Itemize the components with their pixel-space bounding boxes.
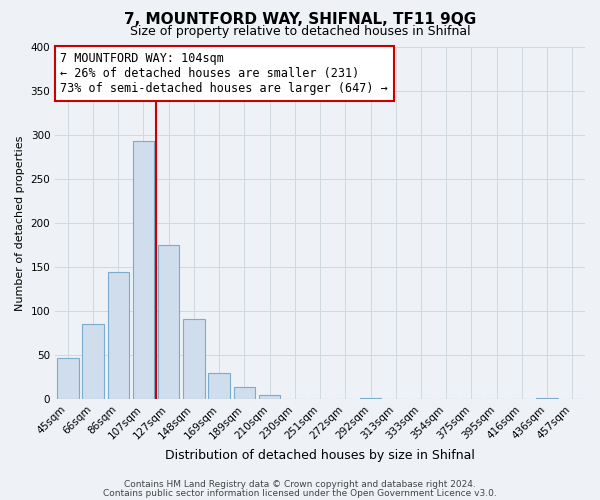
Bar [107,272,129,400]
Bar [57,358,79,400]
Text: Size of property relative to detached houses in Shifnal: Size of property relative to detached ho… [130,25,470,38]
Bar [208,373,230,400]
Text: Contains HM Land Registry data © Crown copyright and database right 2024.: Contains HM Land Registry data © Crown c… [124,480,476,489]
Text: Contains public sector information licensed under the Open Government Licence v3: Contains public sector information licen… [103,488,497,498]
Bar [183,319,205,400]
Bar [82,324,104,400]
Y-axis label: Number of detached properties: Number of detached properties [15,136,25,310]
Bar [133,141,154,400]
X-axis label: Distribution of detached houses by size in Shifnal: Distribution of detached houses by size … [165,450,475,462]
Text: 7, MOUNTFORD WAY, SHIFNAL, TF11 9QG: 7, MOUNTFORD WAY, SHIFNAL, TF11 9QG [124,12,476,28]
Text: 7 MOUNTFORD WAY: 104sqm
← 26% of detached houses are smaller (231)
73% of semi-d: 7 MOUNTFORD WAY: 104sqm ← 26% of detache… [61,52,388,95]
Bar [259,395,280,400]
Bar [158,245,179,400]
Bar [360,398,381,400]
Bar [536,398,558,400]
Bar [233,387,255,400]
